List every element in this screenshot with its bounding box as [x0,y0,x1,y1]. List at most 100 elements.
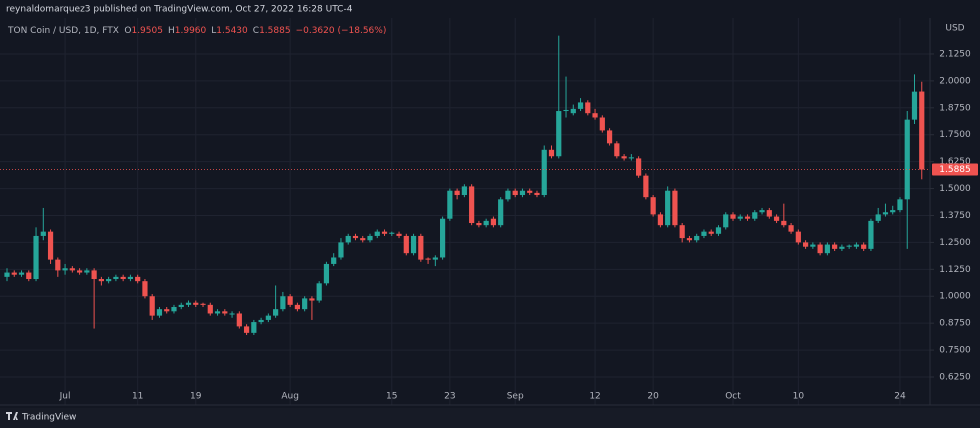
candle-body [577,102,584,109]
candle-body [294,304,300,310]
candle-body [897,199,903,211]
candle-body [679,225,685,239]
candle-body [599,117,605,131]
candle-body [541,149,547,196]
candle-body [4,272,10,277]
x-tick-label: 12 [589,392,600,402]
candle-body [33,235,39,280]
footer-text: TradingView [21,413,76,423]
candle-body [280,296,286,310]
y-tick-label: 1.3750 [939,211,971,221]
logo-icon [6,412,18,420]
candle-body [556,111,562,157]
candle-body [403,235,409,254]
y-tick-label: 1.7500 [939,130,971,140]
legend: TON Coin / USD, 1D, FTX O1.9505 H1.9960 L1.… [7,26,386,36]
candle-body [476,223,482,226]
candle-body [759,210,765,213]
candle-body [142,281,148,297]
candle-body [47,231,54,260]
candle-body [200,303,206,305]
candle-body [374,231,380,236]
candle-body [744,216,751,219]
y-tick-label: 0.6250 [939,373,971,383]
candle-body [178,304,184,308]
candle-body [752,212,758,219]
y-tick-label: 1.5000 [939,184,971,194]
candle-body [570,108,576,114]
candle-body [890,210,896,213]
y-tick-label: 0.7500 [939,346,971,356]
candle-body [781,220,787,226]
candle-body [91,270,97,280]
x-tick-label: Jul [59,392,71,402]
y-tick-label: 2.0000 [939,76,971,86]
x-tick-label: 19 [190,392,202,402]
candle-body [773,216,780,221]
candle-body [106,279,112,282]
candle-body [817,244,823,254]
candle-body [11,272,17,275]
candle-body [287,296,293,305]
candle-body [882,212,889,215]
candle-body [737,216,743,219]
candle-body [795,231,801,243]
last-price-label: 1.5885 [939,165,971,175]
candle-body [803,242,809,247]
candle-body [84,270,90,273]
candle-body [621,156,627,159]
candle-body [628,157,634,159]
candle-body [98,279,104,282]
candle-body [323,263,330,284]
candle-body [62,268,68,271]
candle-body [425,258,431,260]
candle-body [69,268,75,271]
candle-body [650,197,656,215]
candle-body [135,276,141,282]
candle-body [389,232,395,234]
candle-body [875,214,881,221]
x-tick-label: Sep [507,392,524,402]
candle-body [26,272,32,280]
candle-body [810,244,816,247]
legend-key: H [168,26,175,36]
candle-body [243,326,250,333]
footer-logo [6,412,18,420]
candle-body [469,186,475,224]
candle-body [418,235,424,260]
candle-body [447,190,453,219]
candle-body [853,244,860,247]
y-tick-label: 0.8750 [939,319,971,329]
candle-body [432,257,438,260]
candle-body [868,220,874,249]
candle-body [483,220,489,226]
candle-body [156,309,163,316]
candle-body [461,186,467,196]
candle-body [440,218,446,258]
candle-body [708,231,714,234]
y-tick-label: 1.0000 [939,292,971,302]
candle-body [120,276,126,280]
candle-body [723,214,729,228]
candle-body [585,102,591,114]
y-tick-label: 1.6250 [939,157,971,167]
candle-body [302,298,308,310]
candle-body [207,304,213,314]
legend-value: 1.5430 [216,26,248,36]
candle-body [672,190,678,226]
footer-bar [0,408,980,428]
candle-body [919,91,925,170]
candle-body [113,276,119,280]
legend-key: C [253,26,259,36]
candle-body [715,227,722,234]
legend-value: 1.9505 [131,26,163,36]
x-tick-label: Oct [725,392,741,402]
candle-body [490,218,497,226]
candle-body [265,315,271,320]
x-tick-label: 15 [386,392,397,402]
candle-body [512,190,518,196]
candle-body [360,238,366,241]
candle-body [788,225,794,232]
candle-body [643,175,649,198]
